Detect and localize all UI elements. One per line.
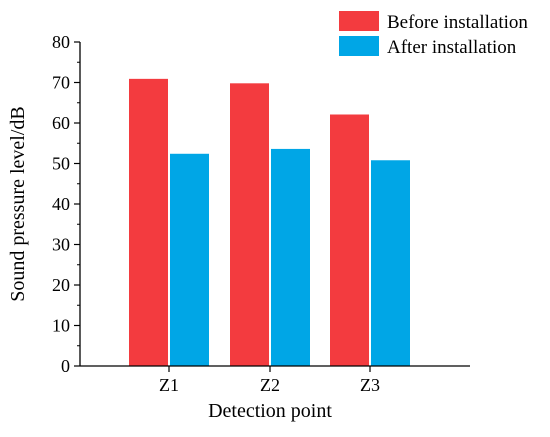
x-ticks: Z1 Z2 Z3 — [159, 366, 380, 395]
x-axis-title: Detection point — [208, 400, 332, 422]
legend-swatch-after-installation — [339, 36, 379, 56]
bar-z1-before — [129, 78, 168, 366]
legend-label-before-installation: Before installation — [387, 12, 528, 33]
legend-label-after-installation: After installation — [387, 37, 517, 58]
legend: Before installation After installation — [339, 11, 528, 58]
bar-z2-before — [230, 83, 269, 366]
x-tick-label: Z1 — [159, 375, 179, 395]
bar-z3-after — [371, 160, 410, 366]
y-tick-label: 50 — [52, 154, 70, 174]
y-axis-title: Sound pressure level/dB — [7, 106, 29, 302]
legend-swatch-before-installation — [339, 11, 379, 31]
y-tick-label: 20 — [52, 275, 70, 295]
y-tick-label: 40 — [52, 194, 70, 214]
y-tick-label: 60 — [52, 113, 70, 133]
x-tick-label: Z3 — [360, 375, 380, 395]
x-tick-label: Z2 — [260, 375, 280, 395]
bars-layer — [129, 78, 410, 367]
bar-z3-before — [330, 114, 369, 367]
y-ticks: 0 10 20 30 40 50 60 70 80 — [52, 32, 80, 376]
y-tick-label: 0 — [61, 356, 70, 376]
y-tick-label: 30 — [52, 235, 70, 255]
y-tick-label: 80 — [52, 32, 70, 52]
y-tick-label: 10 — [52, 316, 70, 336]
y-tick-label: 70 — [52, 73, 70, 93]
bar-z2-after — [271, 148, 310, 366]
bar-z1-after — [170, 153, 209, 366]
